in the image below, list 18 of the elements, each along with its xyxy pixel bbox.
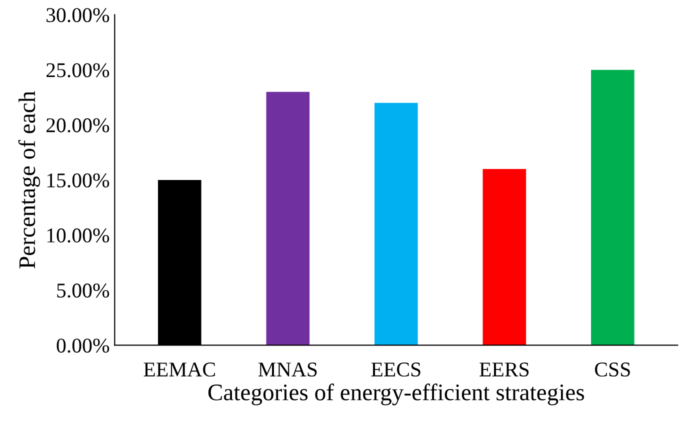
x-tick-label: MNAS	[258, 362, 317, 377]
y-tick-label: 0.00%	[56, 338, 110, 353]
x-tick-label: EERS	[480, 362, 529, 377]
bar	[374, 102, 418, 346]
x-tick-label: CSS	[594, 362, 630, 377]
y-tick-label: 5.00%	[57, 284, 110, 298]
x-tick-label: EEMAC	[144, 362, 215, 377]
x-axis-title: Categories of energy-efficient strategies	[208, 384, 584, 406]
y-tick-label: 25.00%	[46, 63, 110, 78]
y-axis-title: Percentage of each	[18, 91, 40, 268]
y-tick-label: 15.00%	[47, 173, 110, 188]
x-tick-label: EECS	[371, 362, 420, 377]
y-tick-label: 30.00%	[46, 8, 110, 22]
bar	[266, 92, 310, 346]
bar	[591, 70, 634, 346]
y-tick-label: 20.00%	[46, 118, 110, 132]
y-tick-label: 10.00%	[47, 228, 110, 243]
bar	[482, 168, 526, 346]
